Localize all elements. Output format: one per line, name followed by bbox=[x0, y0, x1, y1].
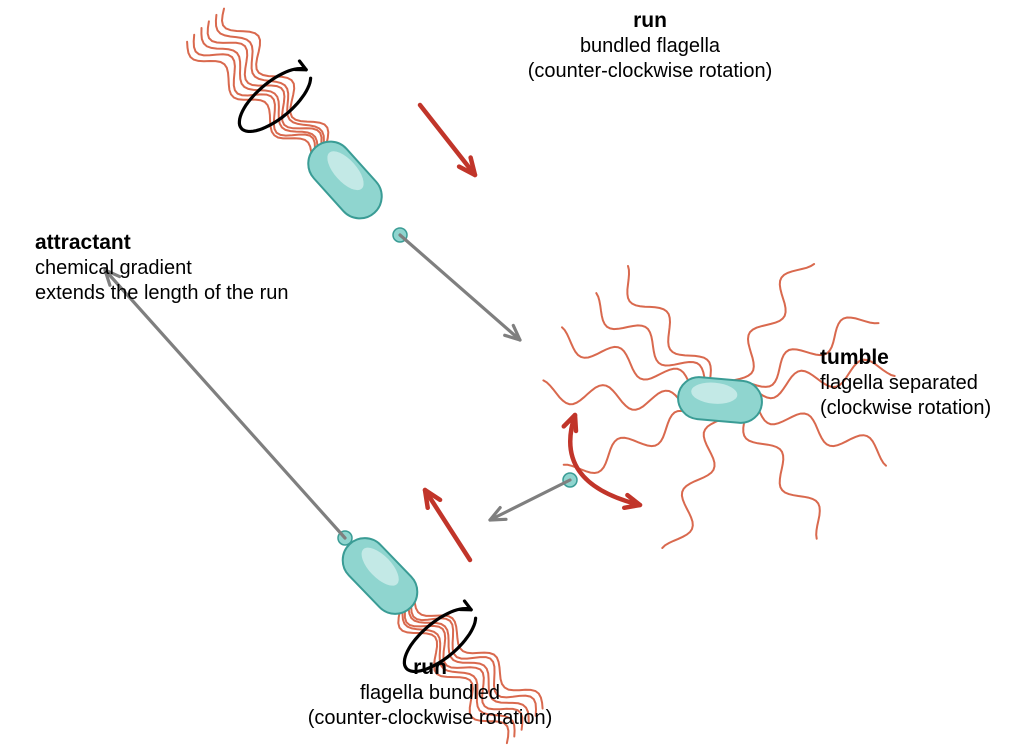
label-run-top-line1: bundled flagella bbox=[480, 34, 820, 59]
label-run-top-line2: (counter-clockwise rotation) bbox=[480, 59, 820, 84]
label-run-top: runbundled flagella(counter-clockwise ro… bbox=[480, 8, 820, 84]
label-attractant-line2: extends the length of the run bbox=[35, 281, 365, 306]
label-attractant: attractantchemical gradientextends the l… bbox=[35, 230, 365, 306]
label-run-bottom-title: run bbox=[260, 655, 600, 681]
label-run-bottom: runflagella bundled(counter-clockwise ro… bbox=[260, 655, 600, 731]
chemotaxis-diagram: { "diagram": { "background_color": "#fff… bbox=[0, 0, 1019, 747]
label-run-bottom-line1: flagella bundled bbox=[260, 681, 600, 706]
label-run-bottom-line2: (counter-clockwise rotation) bbox=[260, 706, 600, 731]
label-tumble-line1: flagella separated bbox=[820, 371, 1019, 396]
label-tumble-title: tumble bbox=[820, 345, 1019, 371]
label-attractant-title: attractant bbox=[35, 230, 365, 256]
label-attractant-line1: chemical gradient bbox=[35, 256, 365, 281]
label-run-top-title: run bbox=[480, 8, 820, 34]
label-tumble: tumbleflagella separated(clockwise rotat… bbox=[820, 345, 1019, 421]
label-tumble-line2: (clockwise rotation) bbox=[820, 396, 1019, 421]
